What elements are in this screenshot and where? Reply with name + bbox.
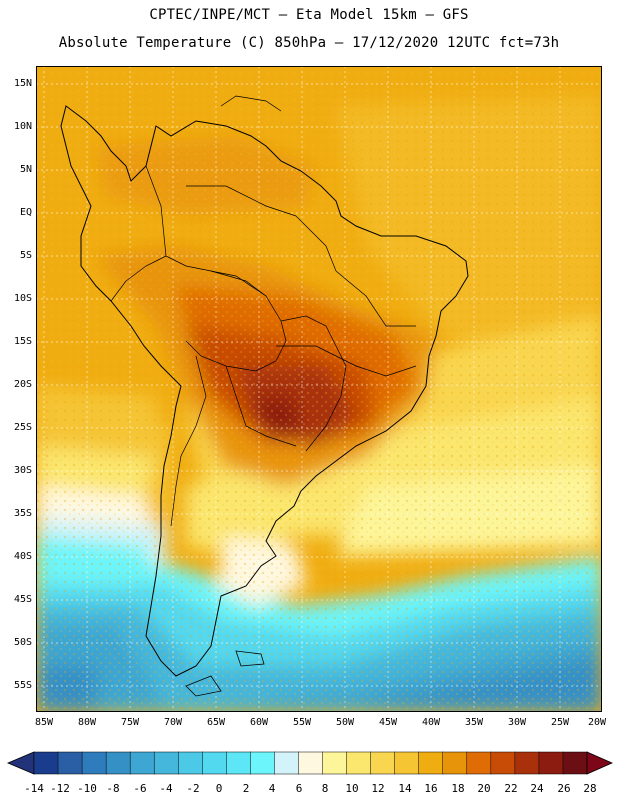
lon-label: 85W (34, 717, 54, 728)
lon-label: 35W (464, 717, 484, 728)
colorbar-label: -10 (77, 782, 97, 795)
lat-label: 30S (13, 465, 32, 476)
colorbar-cell (178, 751, 203, 775)
colorbar-cell (490, 751, 516, 775)
title-line-2: Absolute Temperature (C) 850hPa – 17/12/… (58, 35, 560, 51)
lon-label: 60W (249, 717, 269, 728)
colorbar-cell (562, 751, 588, 775)
colorbar-cell (466, 751, 492, 775)
lon-label: 70W (163, 717, 183, 728)
lon-label: 75W (120, 717, 140, 728)
colorbar-label: 14 (398, 782, 412, 795)
colorbar-label: 20 (477, 782, 491, 795)
colorbar-label: 10 (345, 782, 359, 795)
title-line-1: CPTEC/INPE/MCT – Eta Model 15km – GFS (149, 7, 469, 23)
colorbar-cell (346, 751, 372, 775)
lat-label: 50S (13, 637, 32, 648)
colorbar-label: -2 (186, 782, 200, 795)
colorbar-over-arrow (586, 751, 613, 775)
lon-label: 25W (550, 717, 570, 728)
colorbar-label: 28 (583, 782, 597, 795)
colorbar-cell (322, 751, 348, 775)
colorbar-cell (274, 751, 300, 775)
map-frame (36, 66, 602, 712)
colorbar-label: 26 (557, 782, 571, 795)
lat-label: 5S (19, 250, 32, 261)
colorbar-cell (370, 751, 396, 775)
lat-label: 20S (13, 379, 32, 390)
colorbar-label: -4 (159, 782, 173, 795)
colorbar-cell (129, 751, 155, 775)
colorbar-cell (394, 751, 420, 775)
lon-label: 80W (77, 717, 97, 728)
temperature-map (36, 66, 602, 712)
lon-label: 20W (587, 717, 607, 728)
lat-label: 15S (13, 336, 32, 347)
lat-lon-grid (36, 66, 602, 712)
colorbar-under-arrow (6, 751, 35, 775)
colorbar-cell (57, 751, 83, 775)
colorbar-cell (538, 751, 564, 775)
colorbar-label: 6 (295, 782, 303, 795)
lat-label: 45S (13, 594, 32, 605)
colorbar-label: 2 (242, 782, 250, 795)
falkland-islands (235, 650, 265, 667)
lon-label: 50W (335, 717, 355, 728)
colorbar-label: -12 (50, 782, 70, 795)
lat-label: EQ (19, 207, 32, 218)
lon-label: 45W (378, 717, 398, 728)
colorbar-label: 4 (268, 782, 276, 795)
lat-label: 25S (13, 422, 32, 433)
colorbar-label: 12 (371, 782, 385, 795)
caribbean-islands (220, 95, 282, 112)
lat-label: 55S (13, 680, 32, 691)
colorbar-cell (298, 751, 324, 775)
colorbar (6, 751, 613, 775)
lat-label: 40S (13, 551, 32, 562)
colorbar-label: 16 (424, 782, 438, 795)
lon-label: 65W (206, 717, 226, 728)
colorbar-cell (202, 751, 227, 775)
colorbar-label: -8 (106, 782, 120, 795)
colorbar-cell (81, 751, 107, 775)
colorbar-label: 22 (504, 782, 518, 795)
colorbar-cell (418, 751, 444, 775)
colorbar-label: 24 (530, 782, 544, 795)
south-america-outline (60, 105, 469, 677)
lon-label: 40W (421, 717, 441, 728)
colorbar-label: -14 (24, 782, 44, 795)
colorbar-label: -6 (133, 782, 147, 795)
colorbar-cell (33, 751, 59, 775)
lat-label: 15N (13, 78, 32, 89)
colorbar-label: 0 (215, 782, 223, 795)
colorbar-cell (226, 751, 252, 775)
lon-label: 55W (292, 717, 312, 728)
colorbar-cell (514, 751, 540, 775)
lat-label: 10S (13, 293, 32, 304)
colorbar-cell (105, 751, 131, 775)
country-borders (110, 165, 417, 527)
colorbar-cell (442, 751, 468, 775)
lat-label: 10N (13, 121, 32, 132)
tierra-del-fuego (185, 675, 222, 697)
colorbar-label: 18 (451, 782, 465, 795)
lat-label: 5N (19, 164, 32, 175)
lon-label: 30W (507, 717, 527, 728)
lat-label: 35S (13, 508, 32, 519)
colorbar-label: 8 (321, 782, 329, 795)
colorbar-cell (153, 751, 179, 775)
colorbar-cell (250, 751, 276, 775)
